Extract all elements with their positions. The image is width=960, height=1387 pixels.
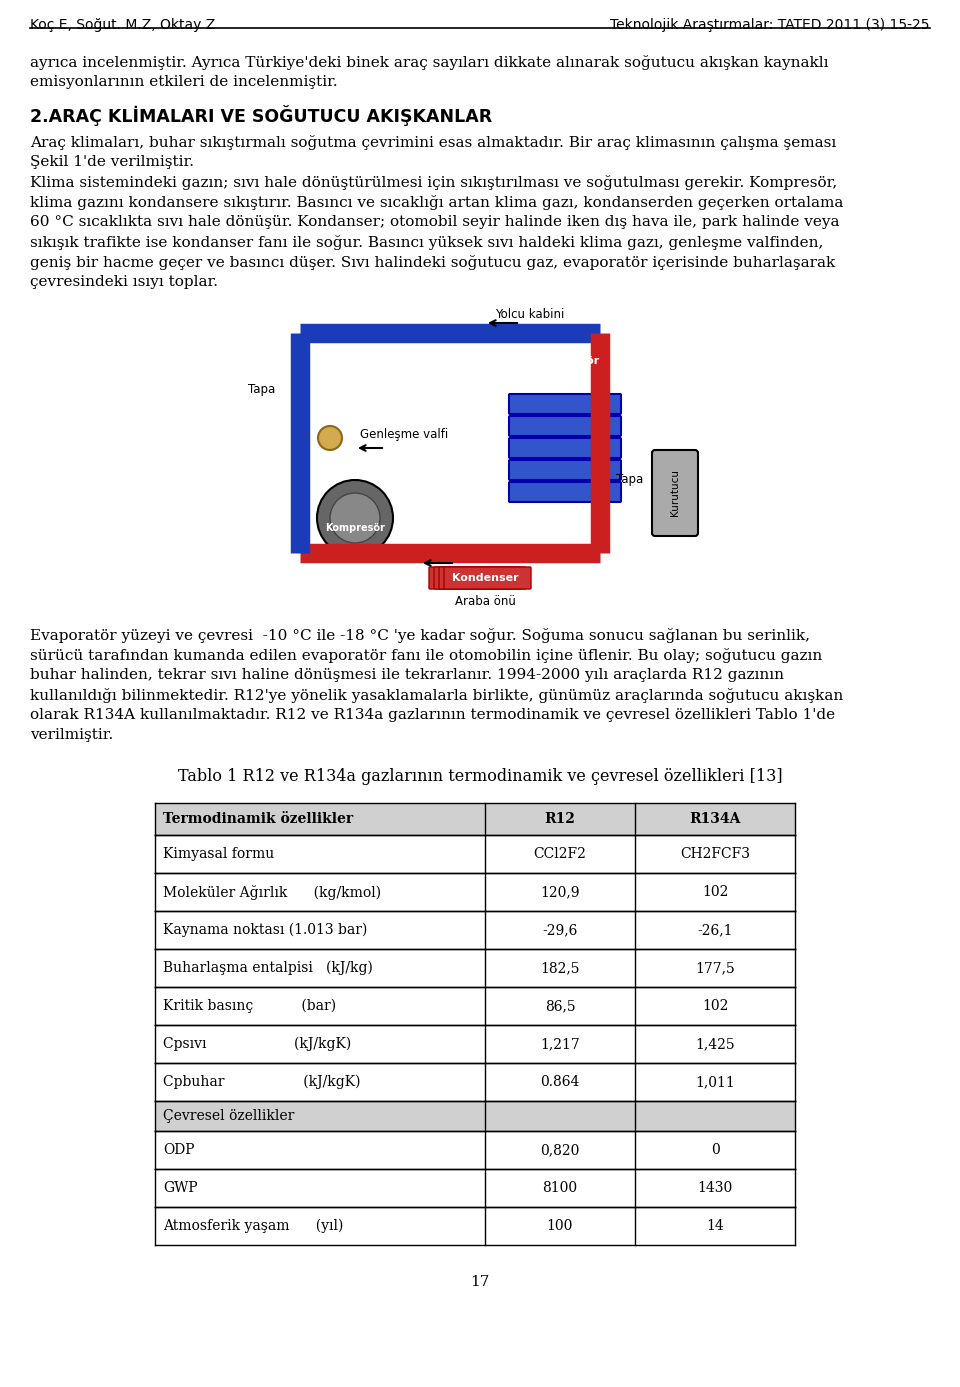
Text: 0,820: 0,820 [540,1143,580,1157]
Circle shape [317,480,393,556]
Text: Kimyasal formu: Kimyasal formu [163,847,275,861]
Text: Evaporatör yüzeyi ve çevresi  -10 °C ile -18 °C 'ye kadar soğur. Soğuma sonucu s: Evaporatör yüzeyi ve çevresi -10 °C ile … [30,628,810,644]
Text: verilmiştir.: verilmiştir. [30,728,113,742]
FancyBboxPatch shape [509,394,621,413]
Text: çevresindeki ısıyı toplar.: çevresindeki ısıyı toplar. [30,275,218,288]
Text: Buharlaşma entalpisi   (kJ/kg): Buharlaşma entalpisi (kJ/kg) [163,961,372,975]
Text: Kritik basınç           (bar): Kritik basınç (bar) [163,999,336,1013]
FancyBboxPatch shape [509,483,621,502]
Text: CCl2F2: CCl2F2 [534,847,587,861]
FancyBboxPatch shape [434,567,521,589]
Text: Cpsıvı                    (kJ/kgK): Cpsıvı (kJ/kgK) [163,1037,351,1051]
Text: 120,9: 120,9 [540,885,580,899]
Text: buhar halinden, tekrar sıvı haline dönüşmesi ile tekrarlanır. 1994-2000 yılı ara: buhar halinden, tekrar sıvı haline dönüş… [30,669,784,682]
Text: Tapa: Tapa [249,383,276,397]
Text: ODP: ODP [163,1143,195,1157]
Text: R12: R12 [544,811,575,827]
Text: 102: 102 [702,999,729,1013]
Text: Klima sistemindeki gazın; sıvı hale dönüştürülmesi için sıkıştırılması ve soğutu: Klima sistemindeki gazın; sıvı hale dönü… [30,175,837,190]
Text: ayrıca incelenmiştir. Ayrıca Türkiye'deki binek araç sayıları dikkate alınarak s: ayrıca incelenmiştir. Ayrıca Türkiye'dek… [30,55,828,69]
Text: klima gazını kondansere sıkıştırır. Basıncı ve sıcaklığı artan klima gazı, konda: klima gazını kondansere sıkıştırır. Bası… [30,196,844,209]
Text: -29,6: -29,6 [542,922,578,938]
FancyBboxPatch shape [652,449,698,535]
Text: 14: 14 [707,1219,724,1233]
Text: geniş bir hacme geçer ve basıncı düşer. Sıvı halindeki soğutucu gaz, evaporatör : geniş bir hacme geçer ve basıncı düşer. … [30,255,835,270]
Text: 86,5: 86,5 [544,999,575,1013]
Text: Termodinamik özellikler: Termodinamik özellikler [163,811,353,827]
Text: 8100: 8100 [542,1180,578,1196]
Text: GWP: GWP [163,1180,198,1196]
Text: Cpbuhar                  (kJ/kgK): Cpbuhar (kJ/kgK) [163,1075,361,1089]
FancyBboxPatch shape [429,567,516,589]
FancyBboxPatch shape [439,567,526,589]
Text: Teknolojik Araştırmalar: TATED 2011 (3) 15-25: Teknolojik Araştırmalar: TATED 2011 (3) … [611,18,930,32]
Circle shape [318,426,342,449]
Text: Tablo 1 R12 ve R134a gazlarının termodinamik ve çevresel özellikleri [13]: Tablo 1 R12 ve R134a gazlarının termodin… [178,768,782,785]
Text: 102: 102 [702,885,729,899]
Text: CH2FCF3: CH2FCF3 [680,847,750,861]
Text: 0.864: 0.864 [540,1075,580,1089]
FancyBboxPatch shape [509,460,621,480]
Text: Atmosferik yaşam      (yıl): Atmosferik yaşam (yıl) [163,1219,344,1233]
Text: 2.ARAÇ KLİMALARI VE SOĞUTUCU AKIŞKANLAR: 2.ARAÇ KLİMALARI VE SOĞUTUCU AKIŞKANLAR [30,105,492,126]
Text: Araç klimaları, buhar sıkıştırmalı soğutma çevrimini esas almaktadır. Bir araç k: Araç klimaları, buhar sıkıştırmalı soğut… [30,135,836,150]
Text: -26,1: -26,1 [697,922,732,938]
Text: 17: 17 [470,1275,490,1289]
Bar [155,803,795,835]
Text: Genleşme valfi: Genleşme valfi [360,429,448,441]
Text: 0: 0 [710,1143,719,1157]
Text: kullanıldığı bilinmektedir. R12'ye yönelik yasaklamalarla birlikte, günümüz araç: kullanıldığı bilinmektedir. R12'ye yönel… [30,688,843,703]
FancyBboxPatch shape [444,567,531,589]
Bar [155,1101,795,1130]
Text: Kaynama noktası (1.013 bar): Kaynama noktası (1.013 bar) [163,922,368,938]
Text: Kurutucu: Kurutucu [670,470,680,516]
Text: 182,5: 182,5 [540,961,580,975]
Text: emisyonlarının etkileri de incelenmiştir.: emisyonlarının etkileri de incelenmiştir… [30,75,338,89]
Text: 1,011: 1,011 [695,1075,734,1089]
Text: 177,5: 177,5 [695,961,734,975]
Text: Şekil 1'de verilmiştir.: Şekil 1'de verilmiştir. [30,155,194,169]
Text: sıkışık trafikte ise kondanser fanı ile soğur. Basıncı yüksek sıvı haldeki klima: sıkışık trafikte ise kondanser fanı ile … [30,234,824,250]
Text: R134A: R134A [689,811,741,827]
Text: Tapa: Tapa [616,473,643,485]
Text: Moleküler Ağırlık      (kg/kmol): Moleküler Ağırlık (kg/kmol) [163,885,381,900]
Text: Kompresör: Kompresör [325,523,385,533]
Text: Araba önü: Araba önü [455,595,516,608]
Text: Çevresel özellikler: Çevresel özellikler [163,1110,295,1123]
Text: 60 °C sıcaklıkta sıvı hale dönüşür. Kondanser; otomobil seyir halinde iken dış h: 60 °C sıcaklıkta sıvı hale dönüşür. Kond… [30,215,839,229]
Circle shape [330,492,380,542]
Text: olarak R134A kullanılmaktadır. R12 ve R134a gazlarının termodinamik ve çevresel : olarak R134A kullanılmaktadır. R12 ve R1… [30,707,835,723]
FancyBboxPatch shape [509,416,621,436]
Text: Kondenser: Kondenser [452,573,518,583]
Text: sürücü tarafından kumanda edilen evaporatör fanı ile otomobilin içine üflenir. B: sürücü tarafından kumanda edilen evapora… [30,648,823,663]
Text: 1430: 1430 [697,1180,732,1196]
Text: 1,425: 1,425 [695,1037,734,1051]
Text: Koç E, Soğut. M.Z, Oktay Z: Koç E, Soğut. M.Z, Oktay Z [30,18,215,32]
FancyBboxPatch shape [509,438,621,458]
Text: Evaporatör: Evaporatör [530,356,600,366]
Text: 1,217: 1,217 [540,1037,580,1051]
Text: Yolcu kabini: Yolcu kabini [495,308,564,322]
Text: 100: 100 [547,1219,573,1233]
